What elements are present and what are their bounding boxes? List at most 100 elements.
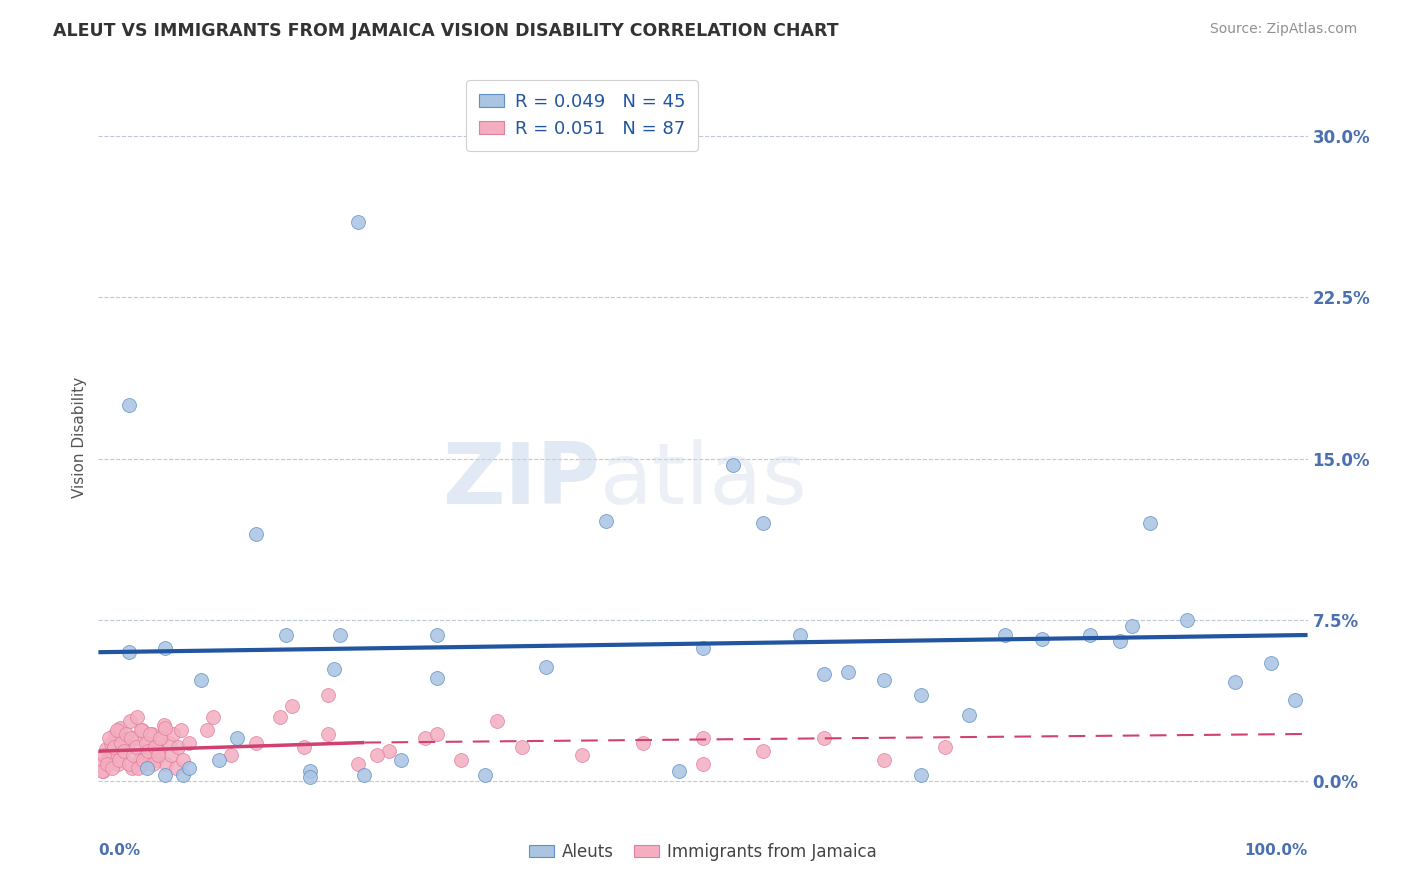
- Point: [1139, 516, 1161, 530]
- Point: [100, 735, 122, 749]
- Text: ZIP: ZIP: [443, 440, 600, 523]
- Point: [150, 731, 173, 746]
- Point: [135, 735, 157, 749]
- Point: [221, 748, 243, 763]
- Point: [692, 731, 714, 746]
- Point: [723, 458, 745, 472]
- Point: [101, 748, 124, 763]
- Point: [1031, 632, 1053, 647]
- Legend: Aleuts, Immigrants from Jamaica: Aleuts, Immigrants from Jamaica: [522, 837, 884, 868]
- Point: [299, 764, 322, 778]
- Point: [1121, 619, 1143, 633]
- Point: [110, 735, 132, 749]
- Point: [112, 744, 135, 758]
- Point: [426, 628, 449, 642]
- Point: [179, 761, 201, 775]
- Point: [413, 731, 436, 746]
- Point: [155, 757, 177, 772]
- Point: [91, 764, 114, 778]
- Point: [118, 645, 141, 659]
- Point: [94, 742, 117, 756]
- Point: [121, 761, 143, 775]
- Point: [347, 757, 370, 772]
- Point: [96, 757, 118, 772]
- Point: [141, 727, 163, 741]
- Point: [910, 768, 932, 782]
- Point: [148, 744, 170, 758]
- Point: [139, 727, 162, 741]
- Point: [135, 761, 157, 775]
- Text: Source: ZipAtlas.com: Source: ZipAtlas.com: [1209, 22, 1357, 37]
- Point: [143, 739, 166, 754]
- Point: [281, 698, 304, 713]
- Point: [98, 731, 121, 746]
- Point: [316, 727, 339, 741]
- Point: [108, 721, 131, 735]
- Point: [957, 707, 980, 722]
- Point: [153, 768, 176, 782]
- Point: [1175, 613, 1198, 627]
- Point: [934, 739, 956, 754]
- Point: [316, 688, 339, 702]
- Point: [134, 757, 156, 772]
- Point: [202, 710, 225, 724]
- Point: [752, 516, 775, 530]
- Point: [571, 748, 593, 763]
- Point: [114, 733, 136, 747]
- Point: [131, 723, 153, 737]
- Point: [323, 662, 346, 676]
- Point: [813, 731, 835, 746]
- Point: [122, 748, 145, 763]
- Point: [165, 761, 187, 775]
- Point: [152, 718, 174, 732]
- Point: [668, 764, 690, 778]
- Point: [873, 673, 896, 688]
- Point: [118, 757, 141, 772]
- Point: [120, 731, 142, 746]
- Point: [169, 723, 191, 737]
- Point: [595, 514, 617, 528]
- Point: [353, 768, 375, 782]
- Point: [692, 757, 714, 772]
- Point: [486, 714, 509, 728]
- Point: [125, 739, 148, 754]
- Text: atlas: atlas: [600, 440, 808, 523]
- Point: [292, 739, 315, 754]
- Point: [97, 753, 120, 767]
- Point: [389, 753, 412, 767]
- Point: [107, 757, 129, 772]
- Point: [90, 757, 112, 772]
- Point: [132, 753, 155, 767]
- Point: [103, 739, 125, 754]
- Point: [104, 727, 127, 741]
- Point: [149, 731, 172, 746]
- Point: [1284, 692, 1306, 706]
- Point: [195, 723, 218, 737]
- Point: [450, 753, 472, 767]
- Point: [111, 744, 134, 758]
- Point: [426, 727, 449, 741]
- Point: [138, 748, 160, 763]
- Point: [160, 748, 183, 763]
- Point: [994, 628, 1017, 642]
- Point: [153, 721, 176, 735]
- Point: [127, 761, 149, 775]
- Point: [873, 753, 896, 767]
- Point: [136, 744, 159, 758]
- Point: [534, 660, 557, 674]
- Point: [128, 753, 150, 767]
- Point: [1078, 628, 1101, 642]
- Point: [208, 753, 231, 767]
- Point: [837, 665, 859, 679]
- Point: [93, 748, 115, 763]
- Point: [377, 744, 399, 758]
- Point: [474, 768, 496, 782]
- Point: [145, 753, 167, 767]
- Point: [226, 731, 249, 746]
- Point: [274, 628, 297, 642]
- Point: [329, 628, 352, 642]
- Point: [105, 723, 128, 737]
- Point: [108, 753, 131, 767]
- Point: [115, 727, 138, 741]
- Point: [172, 753, 194, 767]
